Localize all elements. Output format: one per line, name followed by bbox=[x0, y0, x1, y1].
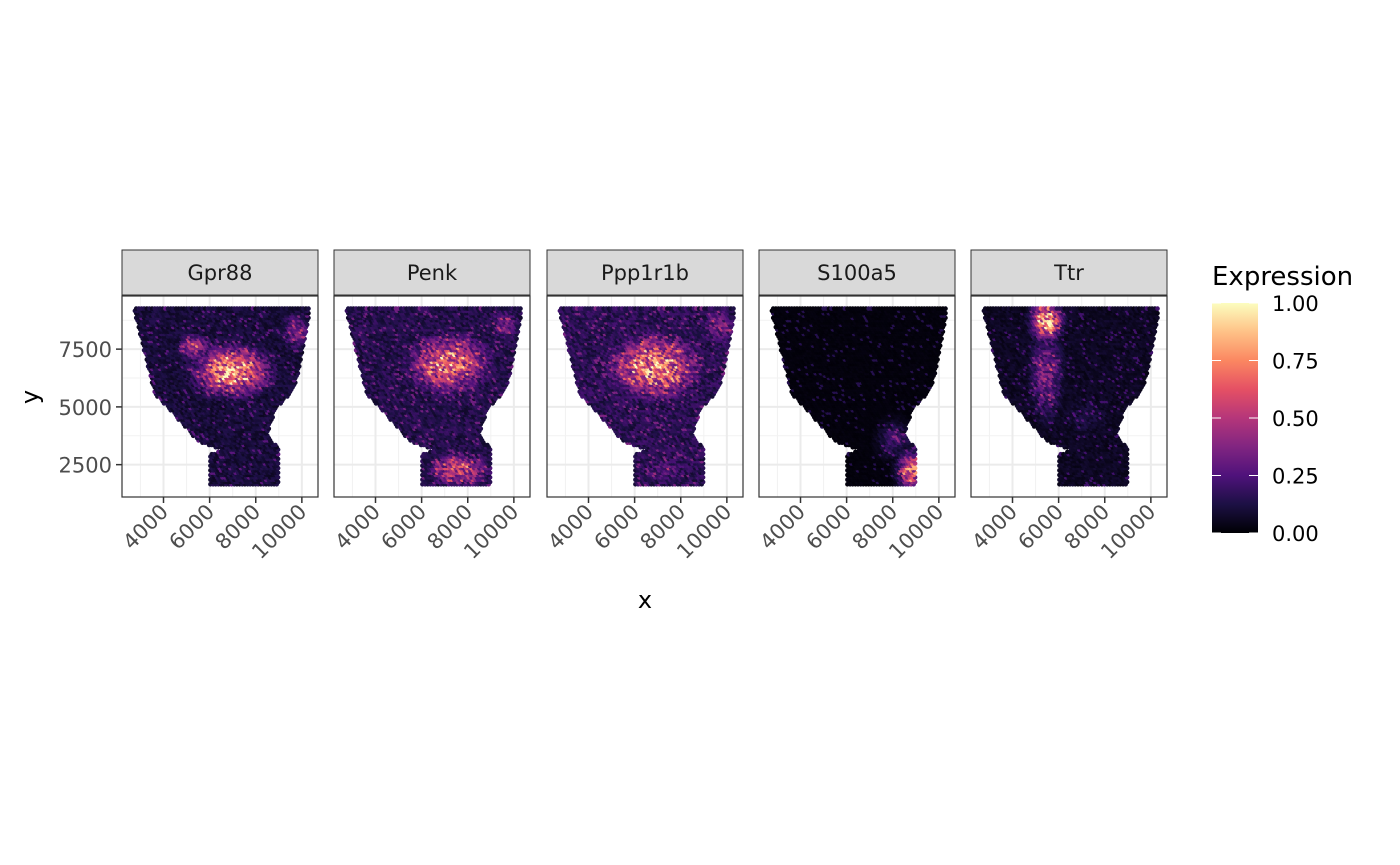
x-tick-label: 4000 bbox=[118, 500, 173, 555]
facet-strip-label: Gpr88 bbox=[188, 261, 253, 285]
expression-spot bbox=[273, 442, 278, 448]
expression-spot bbox=[306, 306, 311, 311]
x-tick-label: 6000 bbox=[164, 500, 219, 555]
facet-strip bbox=[121, 249, 319, 296]
facet-strip-label: Penk bbox=[407, 261, 458, 285]
expression-spot bbox=[485, 442, 490, 448]
expression-spots bbox=[132, 306, 311, 487]
